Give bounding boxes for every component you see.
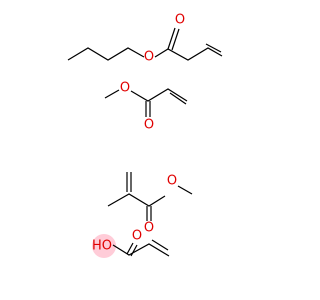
highlight (92, 234, 116, 258)
bond (205, 43, 222, 53)
atom-label: HO (92, 239, 112, 254)
atom-label: O (144, 118, 154, 133)
atom-label: O (167, 174, 177, 189)
bond (107, 193, 166, 207)
bond (167, 27, 176, 50)
background (0, 0, 300, 300)
atom-label: O (132, 229, 142, 244)
bond (177, 185, 193, 195)
bond (154, 47, 223, 61)
atom-label: O (175, 13, 185, 28)
atom-label: O (120, 81, 130, 96)
bond (130, 88, 188, 102)
bond (67, 47, 145, 61)
atom-label: O (144, 221, 154, 236)
butyl-acrylate: O O (67, 13, 223, 65)
bond (171, 28, 180, 51)
methyl-methacrylate: O O (107, 172, 193, 236)
bond (104, 89, 120, 99)
methyl-acrylate: O O (104, 81, 188, 133)
structure-diagram: O O O O O O O HO (0, 0, 300, 300)
bond (130, 244, 138, 257)
bond (112, 243, 170, 257)
acrylic-acid: O HO (92, 229, 170, 258)
bond (151, 239, 169, 251)
atom-label: O (144, 50, 154, 65)
bond (126, 242, 134, 255)
bond (169, 92, 187, 105)
